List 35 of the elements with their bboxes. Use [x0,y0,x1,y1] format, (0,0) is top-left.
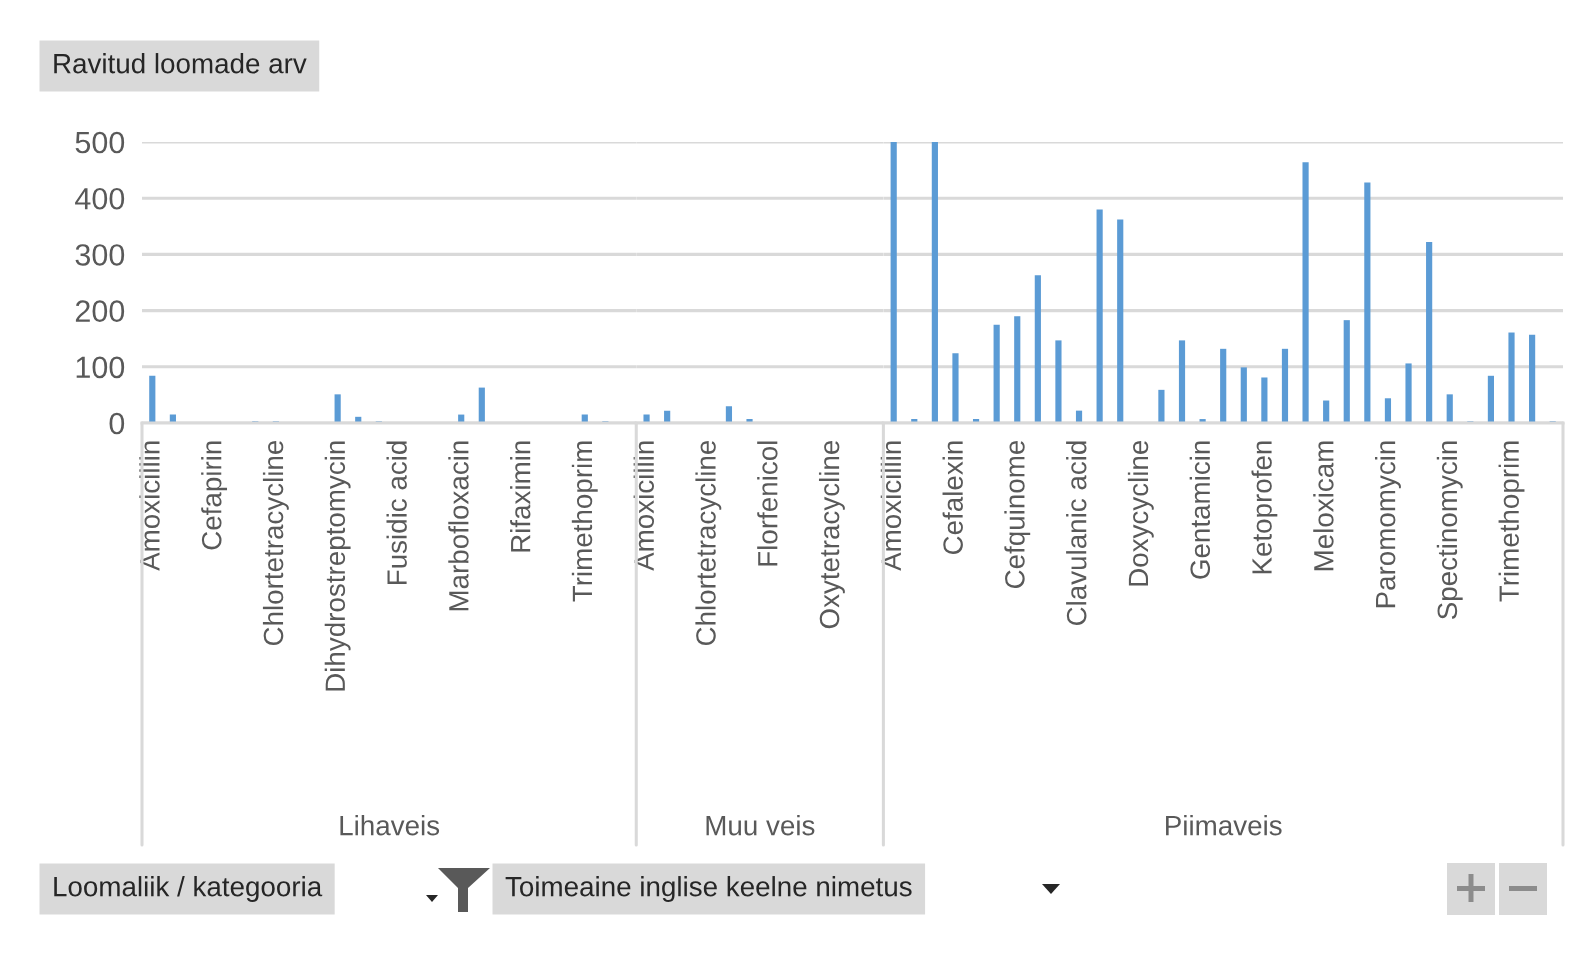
x-tick-label: Gentamicin [1189,441,1211,579]
chart-title: Ravitud loomade arv [54,53,307,74]
x-tick-label: Fusidic acid [386,441,407,585]
x-tick-label: Cefquinome [1004,440,1031,589]
x-tick-label: Chlortetracycline [262,440,289,646]
x-tick-label: Clavulanic acid [1066,441,1087,626]
y-tick-label: 0 [109,412,125,435]
x-tick-label: Amoxicillin [880,441,902,571]
x-axis-title: Lihaveis [340,815,440,836]
x-tick-label: Doxycycline [1127,440,1154,586]
x-tick-label: Trimethoprim [571,441,598,602]
y-tick-label: 200 [75,300,125,322]
x-tick-label: Ketoprofen [1251,441,1278,574]
x-tick-label: Trimethoprim [1498,441,1525,602]
text: Loomaliik / kategooria [54,876,323,902]
x-tick-label: Marbofloxacin [448,441,469,611]
x-tick-label: Amoxicillin [139,441,160,571]
y-tick-label: 400 [75,187,125,210]
x-tick-label: Amoxicillin [633,441,655,571]
x-tick-label: Florfenicol [757,441,778,566]
x-tick-label: Oxytetracycline [818,440,845,629]
x-tick-label: Paromomycin [1375,441,1401,608]
y-tick-label: 500 [75,131,125,154]
x-tick-label: Meloxicam [1313,441,1334,571]
x-tick-label: Cefalexin [942,441,963,555]
x-axis-title: Piimaveis [1166,815,1282,836]
x-tick-label: Cefapirin [201,441,228,550]
x-axis-title: Muu veis [706,815,815,836]
x-tick-label: Spectinomycin [1436,441,1463,620]
x-tick-label: Dihydrostreptomycin [324,441,351,691]
y-tick-label: 300 [75,244,125,266]
x-tick-label: Chlortetracycline [695,440,722,646]
y-tick-label: 100 [76,356,125,379]
text: Toimeaine inglise keelne nimetus [505,876,912,902]
x-tick-label: Rifaximin [510,441,531,552]
